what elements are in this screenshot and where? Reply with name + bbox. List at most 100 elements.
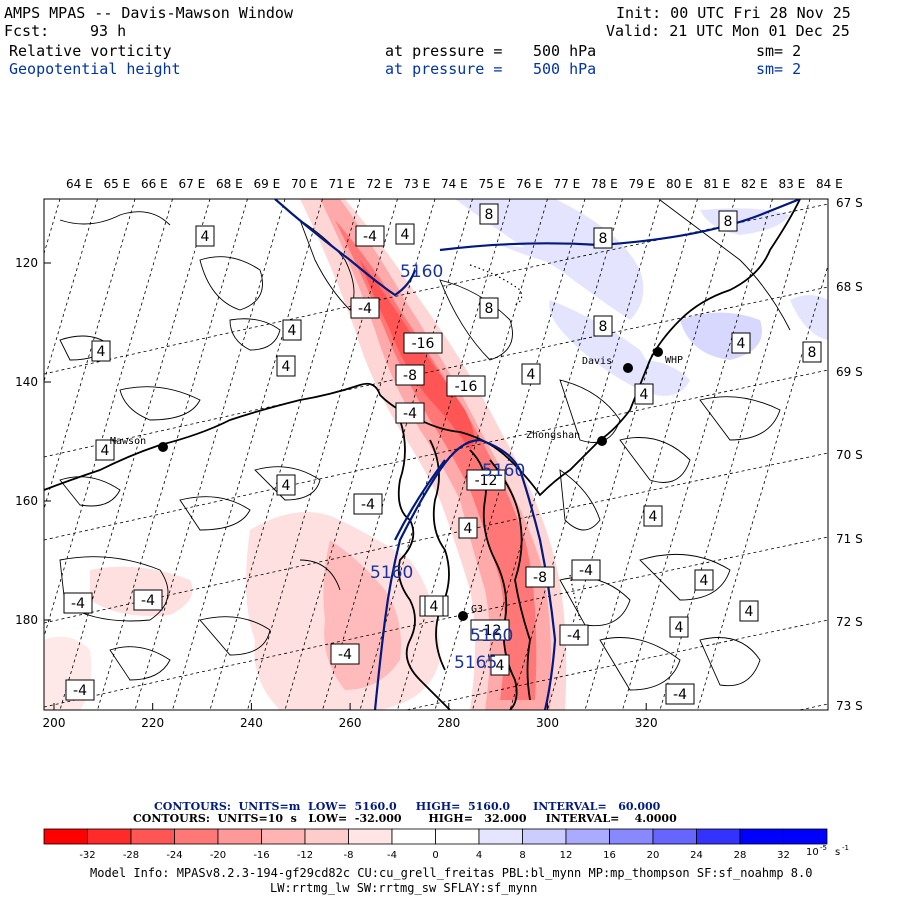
vorticity-label: 4	[490, 654, 510, 676]
field2-pressure-label: at pressure =	[385, 60, 503, 78]
height-contour-info: CONTOURS: UNITS=m LOW= 5160.0 HIGH= 5160…	[154, 800, 661, 813]
vorticity-label: -12	[470, 619, 510, 641]
latitude-label: 67 S	[836, 196, 863, 210]
meridian-line	[547, 199, 698, 710]
vorticity-label: 4	[643, 505, 663, 527]
colorbar-swatch	[174, 828, 219, 845]
meridian-line	[472, 199, 623, 710]
station-name: Davis	[582, 356, 612, 367]
longitude-label: 79 E	[629, 177, 656, 191]
vorticity-contours	[59, 199, 791, 691]
colorbar-label: 8	[519, 850, 525, 861]
vorticity-label: -4	[559, 624, 589, 646]
colorbar-label: -28	[123, 850, 139, 861]
longitude-label: 78 E	[591, 177, 618, 191]
vorticity-contour-info: CONTOURS: UNITS=10 s LOW= -32.000 HIGH= …	[133, 812, 677, 825]
longitude-label: 73 E	[404, 177, 431, 191]
colorbar-label: 32	[777, 850, 790, 861]
colorbar-swatch	[739, 828, 784, 845]
svg-text:4: 4	[737, 336, 746, 352]
colorbar-swatch	[696, 828, 741, 845]
meridian-line	[209, 199, 361, 710]
svg-text:4: 4	[401, 227, 410, 243]
height-contours	[274, 199, 801, 710]
svg-text:s: s	[835, 847, 840, 858]
x-tick-label: 300	[536, 716, 559, 730]
svg-text:4: 4	[282, 478, 291, 494]
vorticity-label: 8	[593, 227, 613, 249]
meridian-line	[97, 199, 248, 710]
svg-text:-8: -8	[533, 570, 547, 586]
x-tick-label: 260	[339, 716, 362, 730]
longitude-label: 74 E	[441, 177, 468, 191]
x-axis-ticks: 200 220 240 260 280 300 320	[43, 703, 658, 730]
vorticity-label: 4	[458, 517, 478, 539]
svg-text:4: 4	[288, 323, 297, 339]
latitude-line	[44, 286, 828, 458]
colorbar-swatch	[348, 828, 393, 845]
forecast-hour: 93 h	[90, 22, 127, 40]
forecast-label: Fcst:	[4, 22, 50, 40]
vorticity-label: 4	[395, 223, 415, 245]
vorticity-label: 4	[95, 439, 115, 461]
colorbar-label: -12	[297, 850, 313, 861]
vorticity-label: 4	[521, 363, 541, 385]
svg-text:-4: -4	[141, 593, 155, 609]
colorbar-label: 16	[603, 850, 616, 861]
colorbar-label: 0	[432, 850, 438, 861]
latitude-line	[44, 369, 828, 541]
svg-text:-8: -8	[403, 368, 417, 384]
station-name: Zhongshan	[526, 430, 580, 441]
field2-level: 500 hPa	[533, 60, 597, 78]
svg-text:4: 4	[700, 573, 709, 589]
map-title: AMPS MPAS -- Davis-Mawson Window	[4, 4, 293, 22]
svg-text:4: 4	[201, 229, 210, 245]
x-tick-label: 220	[141, 716, 164, 730]
colorbar-swatch	[609, 828, 654, 845]
colorbar-label: -24	[166, 850, 182, 861]
field1-smoothing: sm= 2	[756, 42, 802, 60]
meridian-line	[284, 199, 436, 710]
svg-text:-16: -16	[412, 336, 435, 352]
colorbar-swatch	[261, 828, 306, 845]
station-marker	[597, 436, 607, 446]
vorticity-label: -4	[665, 683, 695, 705]
map-plot-area: 4 -4 4 8 8 8 4 -4 8 8 4 4 -16 4 8 -8 -16 4 4 4 -4 4 -12 -4 4 4 -8 -…	[44, 199, 828, 710]
station-marker	[158, 442, 168, 452]
latitude-label: 68 S	[836, 280, 863, 294]
svg-text:-4: -4	[338, 647, 352, 663]
station-name: Mawson	[110, 436, 146, 447]
model-info: Model Info: MPASv8.2.3-194-gf29cd82c CU:…	[90, 866, 813, 880]
meridian-line	[44, 199, 136, 511]
svg-text:4: 4	[464, 521, 473, 537]
field2-name: Geopotential height	[9, 60, 181, 78]
colorbar-label: 28	[734, 850, 747, 861]
svg-text:8: 8	[599, 319, 608, 335]
y-tick-label: 120	[15, 256, 38, 270]
vorticity-labels: 4 -4 4 8 8 8 4 -4 8 8 4 4 -16 4 8 -8 -16 4 4 4 -4 4 -12 -4 4 4 -8 -…	[63, 203, 822, 705]
svg-text:-4: -4	[361, 497, 375, 513]
field1-pressure-label: at pressure =	[385, 42, 503, 60]
vorticity-label: -8	[395, 364, 425, 386]
meridian-line	[172, 199, 323, 710]
latitude-labels: 67 S 68 S 69 S 70 S 71 S 72 S 73 S	[836, 196, 863, 713]
meridian-line	[134, 199, 286, 710]
meridian-line	[659, 199, 811, 710]
vorticity-label: -4	[355, 225, 385, 247]
svg-text:4: 4	[675, 620, 684, 636]
vorticity-label: -4	[63, 592, 93, 614]
vorticity-label: 8	[479, 297, 499, 319]
svg-text:-4: -4	[358, 301, 372, 317]
longitude-label: 81 E	[704, 177, 731, 191]
vorticity-label: -16	[446, 375, 486, 397]
colorbar-label: 12	[560, 850, 573, 861]
svg-text:4: 4	[527, 367, 536, 383]
vorticity-label: 4	[91, 340, 111, 362]
svg-text:8: 8	[724, 214, 733, 230]
colorbar-label: -16	[253, 850, 269, 861]
height-label: 5165	[454, 653, 497, 673]
svg-text:4: 4	[430, 599, 439, 615]
longitude-label: 75 E	[479, 177, 506, 191]
longitude-label: 84 E	[816, 177, 843, 191]
